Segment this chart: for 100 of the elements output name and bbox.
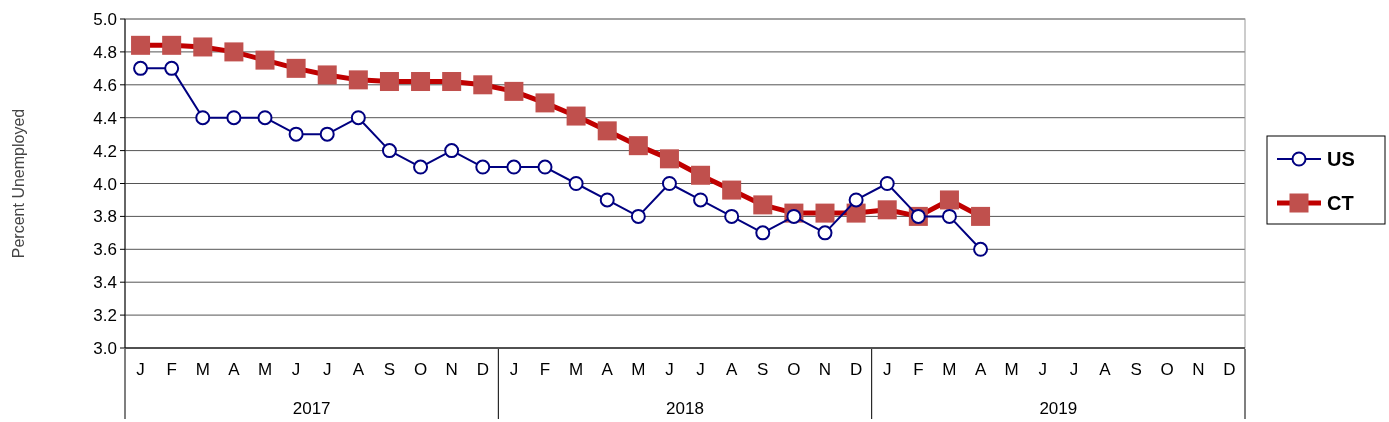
point bbox=[817, 225, 833, 241]
point bbox=[786, 208, 802, 224]
point bbox=[255, 50, 275, 70]
point bbox=[815, 203, 835, 223]
x-tick-label: A bbox=[352, 360, 365, 379]
point bbox=[753, 195, 773, 215]
point bbox=[444, 143, 460, 159]
y-tick-label: 4.4 bbox=[93, 108, 117, 128]
y-tick-label: 3.4 bbox=[93, 273, 117, 293]
point bbox=[971, 206, 991, 226]
point bbox=[659, 149, 679, 169]
x-tick-label: O bbox=[413, 360, 428, 379]
x-tick-label: J bbox=[291, 360, 301, 379]
point bbox=[973, 241, 989, 257]
point bbox=[661, 176, 677, 191]
x-tick-label: O bbox=[1160, 360, 1174, 379]
point bbox=[195, 110, 211, 126]
x-tick-label: M bbox=[942, 360, 957, 379]
point bbox=[473, 75, 493, 95]
point bbox=[537, 159, 553, 175]
point bbox=[879, 176, 895, 191]
y-tick-label: 4.6 bbox=[93, 75, 117, 95]
x-tick-label: S bbox=[1130, 360, 1142, 379]
y-tick-label: 4.2 bbox=[93, 141, 117, 161]
point bbox=[413, 159, 429, 175]
y-tick-label: 3.6 bbox=[93, 240, 117, 260]
point bbox=[722, 180, 742, 200]
point bbox=[848, 192, 864, 208]
point bbox=[939, 190, 959, 210]
legend-label: CT bbox=[1327, 192, 1354, 214]
point bbox=[535, 93, 555, 113]
point bbox=[941, 208, 957, 224]
point bbox=[411, 72, 431, 92]
point bbox=[379, 72, 399, 92]
point bbox=[288, 126, 304, 142]
point bbox=[504, 81, 524, 101]
x-tick-label: J bbox=[322, 360, 332, 379]
x-tick-label: N bbox=[818, 360, 832, 379]
x-tick-label: J bbox=[136, 360, 145, 379]
x-tick-label: D bbox=[476, 360, 489, 379]
x-tick-label: O bbox=[787, 360, 801, 379]
x-tick-label: N bbox=[1192, 360, 1205, 379]
point bbox=[568, 176, 584, 191]
x-tick-label: M bbox=[569, 360, 584, 379]
point bbox=[350, 110, 366, 126]
point bbox=[319, 126, 335, 142]
point bbox=[599, 192, 615, 208]
point bbox=[348, 70, 368, 90]
x-tick-label: D bbox=[1223, 360, 1236, 379]
point bbox=[381, 143, 397, 159]
point bbox=[286, 58, 306, 78]
point bbox=[226, 110, 242, 126]
x-tick-label: M bbox=[631, 360, 646, 379]
point bbox=[877, 200, 897, 220]
point bbox=[597, 121, 617, 141]
y-tick-label: 3.2 bbox=[93, 306, 117, 326]
x-tick-label: A bbox=[601, 360, 614, 379]
y-tick-label: 4.8 bbox=[93, 42, 117, 62]
x-tick-label: J bbox=[1069, 360, 1079, 379]
y-tick-label: 5.0 bbox=[93, 10, 117, 29]
x-tick-label: J bbox=[696, 360, 705, 379]
x-tick-label: S bbox=[383, 360, 396, 379]
x-tick-label: N bbox=[445, 360, 458, 379]
point bbox=[257, 110, 273, 126]
point bbox=[628, 136, 648, 156]
x-tick-label: F bbox=[913, 360, 924, 379]
x-tick-label: A bbox=[1099, 360, 1112, 379]
x-tick-label: M bbox=[195, 360, 210, 379]
x-tick-label: J bbox=[882, 360, 892, 379]
x-tick-label: J bbox=[665, 360, 674, 379]
text: 2017 bbox=[292, 399, 331, 418]
point bbox=[133, 60, 149, 76]
point bbox=[162, 35, 182, 55]
x-tick-label: A bbox=[228, 360, 241, 379]
x-tick-label: F bbox=[166, 360, 177, 379]
y-tick-label: 4.0 bbox=[93, 174, 117, 194]
point bbox=[317, 65, 337, 85]
point bbox=[131, 35, 151, 55]
point bbox=[755, 225, 771, 241]
point bbox=[442, 72, 462, 92]
point bbox=[506, 159, 522, 175]
x-tick-label: M bbox=[257, 360, 273, 379]
y-tick-label: 3.0 bbox=[93, 339, 117, 358]
point bbox=[475, 159, 491, 175]
point bbox=[193, 37, 213, 57]
point bbox=[691, 165, 711, 185]
x-tick-label: J bbox=[509, 360, 519, 379]
y-tick-label: 3.8 bbox=[93, 207, 117, 227]
text: 2019 bbox=[1039, 399, 1078, 418]
x-tick-label: S bbox=[757, 360, 769, 379]
x-tick-label: A bbox=[725, 360, 738, 379]
point bbox=[693, 192, 709, 208]
x-tick-label: F bbox=[539, 360, 551, 379]
point bbox=[164, 60, 180, 76]
y-axis-title: Percent Unemployed bbox=[10, 108, 27, 259]
point bbox=[630, 208, 646, 224]
x-tick-label: A bbox=[974, 360, 987, 379]
point bbox=[724, 208, 740, 224]
point bbox=[566, 106, 586, 126]
x-tick-label: D bbox=[849, 360, 863, 379]
